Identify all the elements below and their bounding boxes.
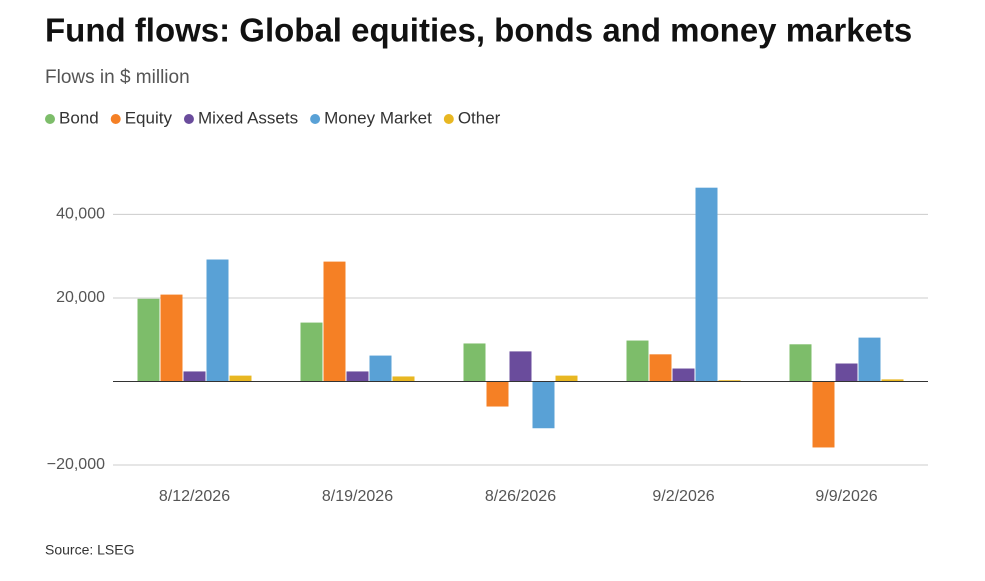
x-tick-label: 9/9/2026 <box>815 488 877 505</box>
bar <box>229 375 252 382</box>
y-tick-label: −20,000 <box>47 456 105 473</box>
legend-swatch <box>110 114 121 124</box>
legend-label: Equity <box>125 108 173 127</box>
legend-label: Bond <box>59 108 99 127</box>
x-tick-label: 9/2/2026 <box>652 488 714 505</box>
bar <box>835 363 858 382</box>
bar <box>626 340 649 382</box>
bar <box>649 354 672 382</box>
source: Source: LSEG <box>45 542 135 558</box>
bar <box>555 375 578 382</box>
legend-swatch <box>183 114 194 124</box>
bar <box>486 381 509 407</box>
y-tick-label: 20,000 <box>56 289 105 306</box>
chart-subtitle: Flows in $ million <box>45 67 190 88</box>
x-tick-label: 8/12/2026 <box>159 488 230 505</box>
bar <box>812 381 835 448</box>
bar <box>718 380 741 382</box>
bar <box>509 351 532 382</box>
bar <box>392 376 415 382</box>
bar <box>137 298 160 382</box>
legend-swatch <box>45 114 55 124</box>
bar <box>323 261 346 382</box>
bar <box>672 368 695 382</box>
legend-label: Mixed Assets <box>198 108 298 127</box>
bar <box>183 371 206 382</box>
x-tick-label: 8/26/2026 <box>485 488 556 505</box>
bar <box>695 187 718 382</box>
bar <box>206 259 229 382</box>
legend-swatch <box>310 114 321 124</box>
x-tick-label: 8/19/2026 <box>322 488 393 505</box>
legend-label: Money Market <box>324 108 432 127</box>
bar <box>300 322 323 382</box>
bar <box>160 294 183 382</box>
bar <box>346 371 369 382</box>
bar <box>463 343 486 382</box>
y-tick-label: 40,000 <box>56 206 105 223</box>
chart-title: Fund flows: Global equities, bonds and m… <box>45 12 912 49</box>
bar <box>369 355 392 382</box>
bar <box>858 337 881 382</box>
bar <box>881 379 904 382</box>
legend-swatch <box>443 114 454 124</box>
legend-label: Other <box>458 108 501 127</box>
bar <box>789 344 812 382</box>
bar <box>532 381 555 429</box>
